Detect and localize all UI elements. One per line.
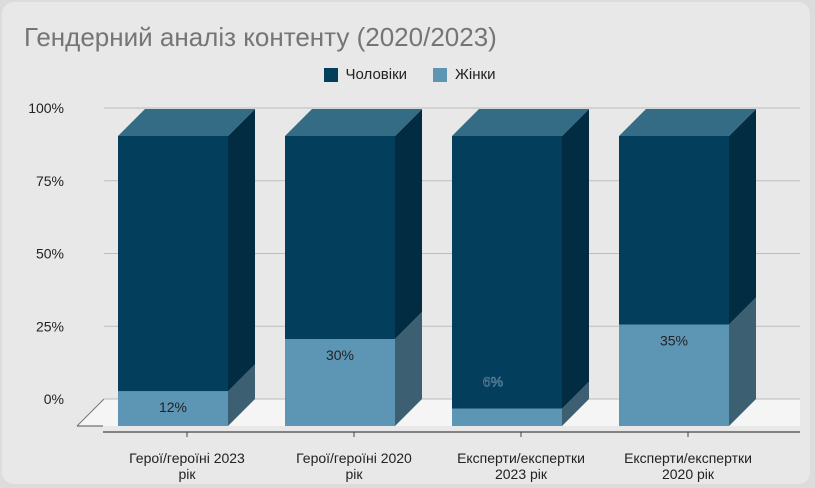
bar-women-side (562, 381, 589, 426)
x-tick-label: Експерти/експертки (624, 450, 752, 466)
bar-top (118, 109, 255, 136)
floor-edge (76, 398, 105, 427)
bar-women-side (228, 364, 255, 426)
bar-women (118, 391, 228, 426)
bar-group: 30% (285, 109, 422, 426)
data-label: 12% (159, 399, 187, 415)
bar-men-side (395, 109, 422, 339)
chart-title: Гендерний аналіз контенту (2020/2023) (24, 22, 497, 52)
bar-women (452, 408, 562, 426)
bar-women (285, 339, 395, 426)
bar-men-side (228, 109, 255, 392)
y-tick-label: 0% (44, 391, 64, 407)
bar-group: 6% (452, 109, 589, 426)
bar-men (118, 136, 228, 392)
x-tick-label: 2023 рік (495, 466, 548, 482)
y-tick-label: 100% (28, 100, 64, 116)
bar-men (452, 136, 562, 409)
legend-label-men: Чоловіки (345, 66, 408, 83)
legend-label-women: Жінки (455, 66, 496, 83)
y-tick-label: 75% (36, 173, 64, 189)
bar-women-side (395, 312, 422, 426)
bar-men-side (562, 109, 589, 409)
y-tick-label: 25% (36, 318, 64, 334)
bar-top (619, 109, 756, 136)
chart-legend: Чоловіки Жінки (2, 66, 810, 83)
bar-men-side (729, 109, 756, 325)
bar-top (452, 109, 589, 136)
legend-item-women: Жінки (433, 66, 495, 83)
x-tick-label: Герої/героїні 2023 (129, 450, 245, 466)
x-tick-label: Експерти/експертки (457, 450, 585, 466)
x-tick-label: рік (345, 466, 363, 482)
bar-group: 35% (619, 109, 756, 426)
data-label: 30% (326, 347, 354, 363)
bar-women (619, 324, 729, 426)
bar-men (285, 136, 395, 339)
data-label: 6% (483, 374, 503, 390)
x-tick-label: 2020 рік (662, 466, 715, 482)
data-label: 35% (660, 333, 688, 349)
bar-group: 12% (118, 109, 255, 426)
bar-men (619, 136, 729, 325)
legend-item-men: Чоловіки (323, 66, 408, 83)
legend-swatch-men (323, 67, 338, 82)
legend-swatch-women (433, 67, 448, 82)
y-tick-label: 50% (36, 246, 64, 262)
bar-top (285, 109, 422, 136)
x-tick-label: Герої/героїні 2020 (296, 450, 412, 466)
bar-women-side (729, 297, 756, 426)
x-tick-label: рік (178, 466, 196, 482)
